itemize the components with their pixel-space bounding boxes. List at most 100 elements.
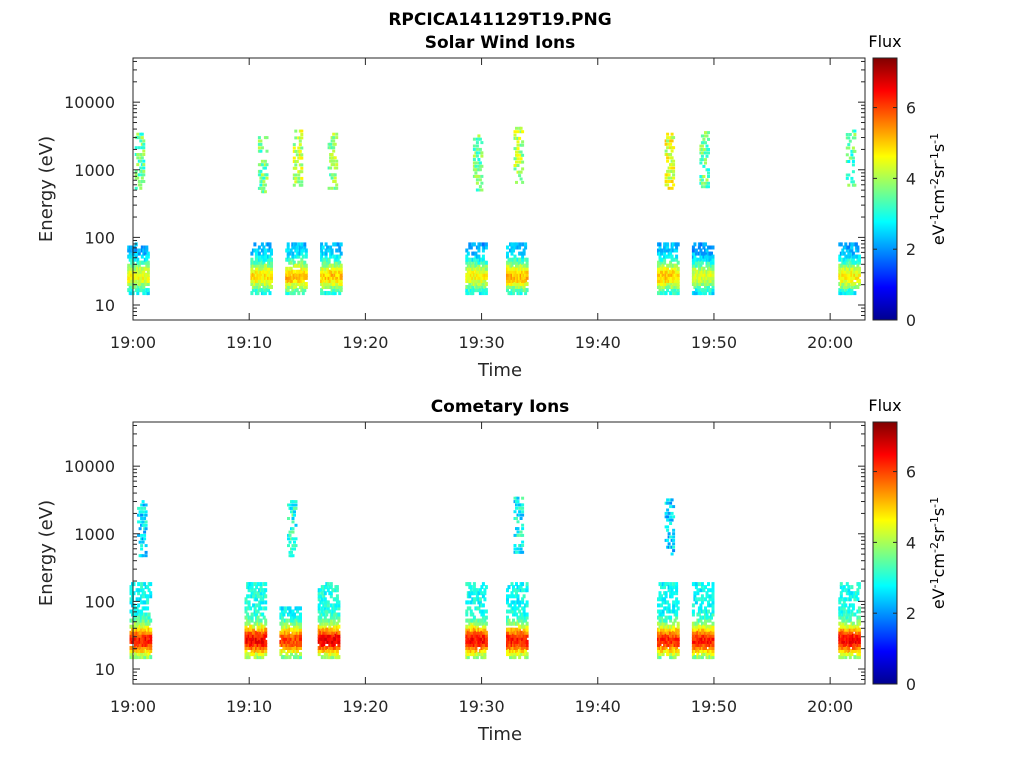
spectrogram-cell	[146, 272, 150, 277]
spectrogram-cell	[130, 282, 134, 286]
spectrogram-cell	[518, 279, 522, 283]
spectrogram-cell	[329, 603, 333, 608]
spectrogram-cell	[135, 646, 139, 650]
plot-frame-solar-wind	[132, 57, 866, 321]
spectrogram-cell	[134, 655, 137, 660]
spectrogram-cell	[838, 266, 842, 271]
spectrogram-cell	[134, 612, 137, 617]
spectrogram-cell	[666, 633, 670, 638]
spectrogram-cell	[850, 248, 854, 253]
spectrogram-cell	[134, 266, 138, 271]
spectrogram-cell	[134, 254, 138, 259]
spectrogram-cell	[332, 615, 336, 620]
spectrogram-cell	[666, 263, 670, 268]
spectrogram-cell	[465, 254, 469, 259]
spectrogram-cell	[850, 630, 854, 635]
spectrogram-cell	[670, 132, 674, 136]
spectrogram-cell	[672, 600, 676, 605]
spectrogram-cell	[264, 588, 268, 593]
spectrogram-cell	[282, 649, 286, 653]
spectrogram-cell	[143, 533, 147, 537]
spectrogram-cell	[339, 251, 343, 256]
spectrogram-cell	[295, 160, 299, 163]
spectrogram-cell	[134, 627, 137, 632]
colorbar-tick-label: 0	[906, 675, 916, 694]
x-tick-label: 19:20	[342, 333, 388, 352]
spectrogram-cell	[320, 655, 324, 660]
spectrogram-cell	[841, 248, 845, 253]
spectrogram-cell	[261, 612, 265, 617]
spectrogram-cell	[134, 153, 138, 156]
spectrogram-cell	[259, 646, 263, 650]
spectrogram-cell	[711, 266, 715, 271]
spectrogram-cell	[134, 272, 138, 277]
spectrogram-cell	[711, 609, 715, 614]
spectrogram-cell	[332, 646, 336, 650]
spectrogram-cell	[259, 594, 263, 599]
spectrogram-cell	[676, 266, 680, 271]
spectrogram-cell	[661, 609, 665, 614]
spectrogram-cell	[700, 585, 704, 590]
spectrogram-cell	[299, 627, 302, 632]
spectrogram-cell	[672, 528, 676, 532]
spectrogram-cell	[294, 166, 298, 170]
spectrogram-cell	[332, 146, 336, 150]
spectrogram-cell	[660, 248, 663, 253]
spectrogram-cell	[676, 279, 680, 283]
spectrogram-cell	[660, 266, 663, 271]
spectrogram-cell	[300, 176, 304, 180]
spectrogram-cell	[140, 132, 144, 136]
spectrogram-cell	[524, 242, 528, 247]
spectrogram-cell	[484, 282, 488, 286]
spectrogram-cell	[672, 591, 676, 596]
spectrogram-cell	[854, 242, 858, 247]
spectrogram-cell	[259, 142, 263, 146]
spectrogram-cell	[146, 288, 150, 293]
spectrogram-cell	[330, 146, 334, 150]
spectrogram-cell	[244, 649, 248, 653]
spectrogram-cell	[244, 621, 248, 626]
spectrogram-cell	[694, 288, 698, 293]
spectrogram-cell	[337, 615, 341, 620]
spectrogram-cell	[146, 655, 150, 660]
spectrogram-cell	[304, 282, 308, 286]
spectrogram-cell	[140, 544, 144, 548]
spectrogram-cell	[294, 149, 298, 153]
spectrogram-cell	[291, 554, 295, 558]
x-tick-label: 19:40	[575, 333, 621, 352]
spectrogram-cell	[506, 588, 509, 593]
spectrogram-cell	[135, 612, 139, 617]
colorbar-title-solar-wind: Flux	[868, 32, 901, 51]
spectrogram-cell	[480, 585, 484, 590]
spectrogram-cell	[264, 643, 268, 647]
spectrogram-cell	[524, 245, 528, 250]
spectrogram-cell	[525, 260, 529, 265]
spectrogram-cell	[851, 621, 855, 626]
spectrogram-cell	[711, 646, 715, 650]
spectrogram-cell	[676, 272, 680, 277]
spectrogram-cell	[702, 137, 706, 141]
spectrogram-cell	[519, 177, 523, 181]
spectrogram-cell	[330, 163, 334, 167]
spectrogram-cell	[521, 540, 525, 544]
spectrogram-cell	[143, 627, 147, 632]
spectrogram-cell	[303, 245, 307, 250]
spectrogram-cell	[844, 621, 848, 626]
y-tick-label: 10000	[64, 457, 115, 476]
spectrogram-cell	[474, 649, 478, 653]
spectrogram-cell	[700, 158, 704, 162]
spectrogram-cell	[139, 183, 143, 187]
spectrogram-cell	[670, 149, 674, 153]
spectrogram-cell	[466, 251, 470, 256]
panel-cometary: Cometary Ions 19:00 19:10 19:20 19:30 19:40 1…	[36, 396, 948, 745]
spectrogram-cell	[137, 248, 141, 253]
spectrogram-cell	[293, 540, 296, 544]
spectrogram-cell	[293, 615, 296, 620]
spectrogram-cell	[265, 176, 269, 180]
spectrogram-cell	[294, 163, 298, 167]
spectrogram-cell	[525, 257, 529, 262]
spectrogram-cell	[705, 178, 709, 182]
spectrogram-cell	[304, 269, 308, 274]
x-tick-label: 19:40	[575, 697, 621, 716]
spectrogram-cell	[480, 154, 484, 158]
